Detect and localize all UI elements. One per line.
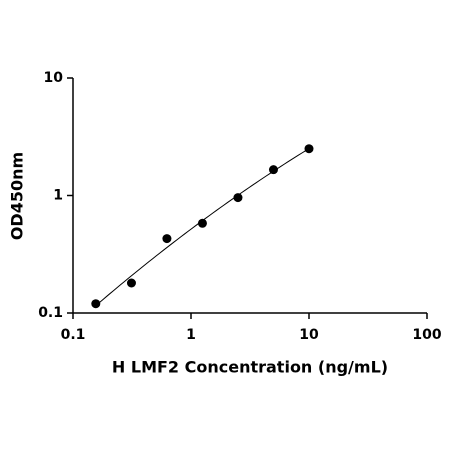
x-axis-label: H LMF2 Concentration (ng/mL) (112, 358, 388, 377)
x-tick-label: 1 (186, 327, 196, 343)
x-tick-label: 10 (299, 327, 319, 343)
data-point (304, 144, 314, 154)
y-tick-label: 10 (44, 70, 64, 86)
data-point (197, 218, 207, 228)
x-tick-label: 100 (412, 327, 441, 343)
data-point (233, 193, 243, 203)
y-tick-label: 1 (53, 188, 63, 204)
data-point (126, 278, 136, 288)
data-point (162, 234, 172, 244)
x-tick-label: 0.1 (61, 327, 86, 343)
data-point (91, 299, 101, 309)
y-tick-label: 0.1 (38, 305, 63, 321)
data-point (268, 165, 278, 175)
y-axis-label: OD450nm (8, 152, 27, 240)
